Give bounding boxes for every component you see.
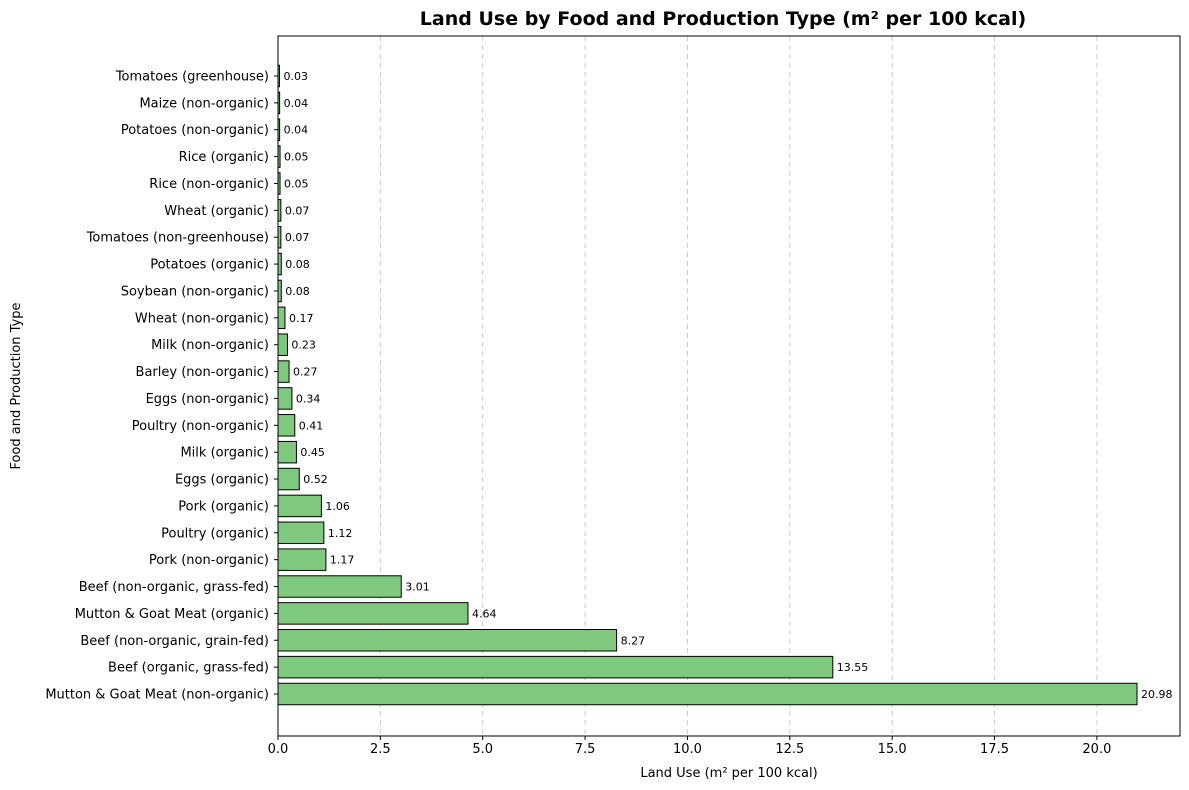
y-tick-label: Mutton & Goat Meat (non-organic) [45, 688, 269, 703]
data-label: 20.98 [1141, 688, 1173, 701]
y-tick-label: Poultry (non-organic) [132, 419, 269, 434]
data-label: 0.45 [300, 446, 325, 459]
bar [277, 306, 286, 330]
y-tick-label: Eggs (organic) [175, 473, 269, 488]
data-label: 0.52 [303, 473, 328, 486]
y-axis-label: Food and Production Type [9, 302, 24, 469]
bar [277, 548, 327, 571]
bar [277, 655, 834, 679]
data-label: 1.06 [325, 500, 350, 513]
data-label: 0.41 [299, 419, 324, 432]
data-label: 0.08 [285, 258, 310, 271]
x-tick-label: 17.5 [980, 742, 1009, 757]
y-tick-label: Milk (organic) [180, 446, 269, 461]
bars-group [277, 64, 1138, 706]
bar [277, 494, 322, 518]
value-labels: 20.98 13.55 8.27 4.64 3.01 1.17 1.12 1.06 0.52 0.… [284, 70, 1173, 701]
y-tick-label: Beef (non-organic, grain-fed) [80, 634, 269, 649]
y-tick-label: Tomatoes (non-greenhouse) [86, 231, 269, 246]
y-tick-label: Tomatoes (greenhouse) [115, 70, 269, 85]
y-tick-label: Pork (non-organic) [149, 553, 269, 568]
bar [277, 333, 288, 356]
y-tick-label: Rice (non-organic) [149, 177, 269, 192]
x-tick-label: 12.5 [775, 742, 804, 757]
y-tick-label: Barley (non-organic) [136, 365, 269, 380]
data-label: 0.04 [284, 124, 309, 137]
bar [277, 360, 290, 383]
data-label: 1.17 [330, 554, 355, 567]
data-label: 0.27 [293, 366, 318, 379]
y-tick-label: Mutton & Goat Meat (organic) [75, 607, 269, 622]
data-label: 0.23 [291, 339, 316, 352]
bar [277, 440, 297, 464]
x-axis-label: Land Use (m² per 100 kcal) [640, 766, 817, 781]
y-tick-label: Maize (non-organic) [139, 96, 269, 111]
data-label: 0.34 [296, 392, 321, 405]
data-label: 0.07 [285, 231, 310, 244]
bar [277, 682, 1138, 706]
y-tick-label: Wheat (non-organic) [135, 311, 269, 326]
data-label: 0.17 [289, 312, 314, 325]
data-label: 0.05 [284, 177, 309, 190]
x-tick-label: 2.5 [370, 742, 391, 757]
bar [277, 467, 300, 491]
data-label: 0.03 [284, 70, 309, 83]
x-tick-label: 10.0 [673, 742, 702, 757]
y-tick-label: Rice (organic) [179, 150, 269, 165]
data-label: 8.27 [621, 634, 646, 647]
x-tick-label: 7.5 [575, 742, 596, 757]
y-tick-label: Beef (non-organic, grass-fed) [79, 580, 269, 595]
bar [277, 387, 293, 410]
x-tick-label: 5.0 [472, 742, 493, 757]
bar [277, 414, 296, 437]
data-label: 4.64 [472, 607, 497, 620]
data-label: 13.55 [837, 661, 869, 674]
chart-title: Land Use by Food and Production Type (m²… [420, 8, 1026, 30]
y-tick-label: Potatoes (non-organic) [121, 123, 269, 138]
y-tick-label: Potatoes (organic) [150, 258, 269, 273]
y-tick-labels: Mutton & Goat Meat (non-organic) Beef (or… [45, 70, 278, 703]
x-tick-labels: 0.0 2.5 5.0 7.5 10.0 12.5 15.0 17.5 20.0 [268, 736, 1111, 757]
x-tick-label: 15.0 [878, 742, 907, 757]
data-label: 0.07 [285, 204, 310, 217]
data-label: 3.01 [405, 581, 430, 594]
y-tick-label: Beef (organic, grass-fed) [108, 661, 269, 676]
plot-frame [277, 35, 1181, 737]
data-label: 0.05 [284, 151, 309, 164]
data-label: 0.04 [284, 97, 309, 110]
bar [277, 629, 618, 652]
y-tick-label: Poultry (organic) [161, 526, 269, 541]
data-label: 1.12 [328, 527, 353, 540]
bar [277, 602, 469, 625]
x-tick-label: 0.0 [268, 742, 289, 757]
y-tick-label: Pork (organic) [178, 499, 269, 514]
data-label: 0.08 [285, 285, 310, 298]
y-tick-label: Soybean (non-organic) [121, 284, 269, 299]
y-tick-label: Eggs (non-organic) [146, 392, 269, 407]
bar [277, 575, 402, 598]
x-tick-label: 20.0 [1082, 742, 1111, 757]
bar [277, 521, 325, 545]
y-tick-label: Milk (non-organic) [151, 338, 269, 353]
y-tick-label: Wheat (organic) [164, 204, 269, 219]
